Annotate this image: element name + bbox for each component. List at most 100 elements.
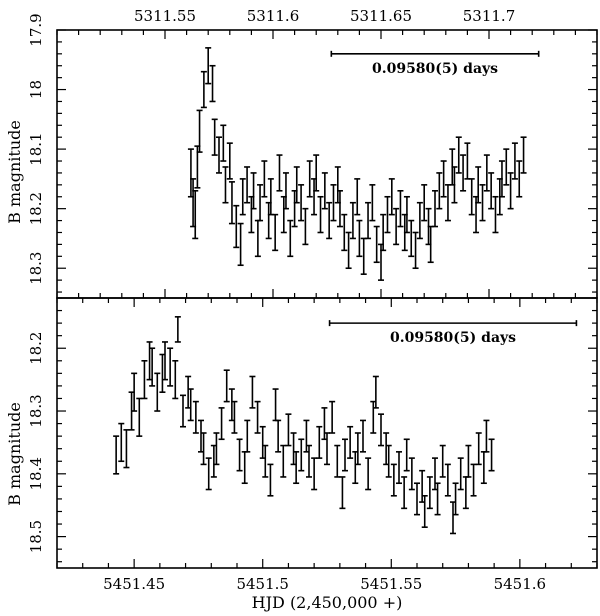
period-label: 0.09580(5) days bbox=[390, 330, 516, 346]
data-point bbox=[302, 207, 309, 246]
data-point bbox=[209, 64, 216, 103]
data-point bbox=[257, 184, 264, 222]
data-point bbox=[408, 219, 415, 258]
data-point bbox=[180, 394, 186, 428]
data-point bbox=[226, 142, 233, 180]
y-tick-label: 18.3 bbox=[27, 252, 45, 285]
data-point bbox=[131, 372, 138, 412]
period-label: 0.09580(5) days bbox=[372, 61, 498, 77]
data-point bbox=[306, 444, 312, 478]
data-point bbox=[276, 154, 283, 192]
data-point bbox=[349, 201, 356, 240]
data-point bbox=[239, 178, 246, 216]
data-point bbox=[385, 444, 392, 478]
bottom-panel: 5451.45 5451.5 5451.55 5451.6 18.2 18.3 18.4 18… bbox=[27, 297, 598, 593]
data-point bbox=[236, 438, 243, 472]
x-tick-label: 5451.55 bbox=[360, 575, 422, 593]
data-point bbox=[261, 160, 268, 198]
y-tick-label: 17.9 bbox=[27, 13, 45, 46]
data-point bbox=[167, 347, 174, 387]
data-point bbox=[211, 118, 218, 156]
data-point bbox=[492, 195, 499, 234]
data-point bbox=[347, 425, 354, 459]
data-point bbox=[172, 359, 179, 400]
data-point bbox=[345, 231, 352, 270]
plot-frame bbox=[56, 29, 598, 299]
data-point bbox=[507, 172, 514, 210]
data-point bbox=[520, 136, 527, 174]
data-point bbox=[440, 160, 447, 198]
data-point bbox=[113, 435, 120, 475]
data-point bbox=[464, 142, 471, 180]
data-point bbox=[516, 160, 523, 198]
data-point bbox=[282, 172, 289, 210]
data-point bbox=[162, 341, 168, 381]
data-point bbox=[326, 201, 333, 240]
data-point bbox=[511, 142, 518, 180]
data-point bbox=[205, 457, 212, 491]
data-point bbox=[451, 166, 458, 204]
x-tick-label: 5451.5 bbox=[236, 575, 289, 593]
data-point bbox=[244, 166, 251, 204]
data-point bbox=[414, 482, 420, 516]
data-point bbox=[220, 124, 227, 162]
y-tick-label: 18.3 bbox=[27, 394, 45, 427]
y-tick-label: 18 bbox=[27, 80, 45, 99]
data-point bbox=[479, 184, 486, 222]
data-point bbox=[228, 181, 235, 225]
data-point bbox=[457, 457, 464, 491]
data-point bbox=[475, 166, 482, 204]
data-point bbox=[250, 172, 257, 210]
data-point bbox=[354, 432, 361, 466]
data-point bbox=[313, 154, 320, 192]
data-point bbox=[174, 316, 181, 343]
data-point bbox=[254, 400, 261, 434]
data-point bbox=[342, 438, 348, 472]
x-tick-label: 5451.6 bbox=[494, 575, 547, 593]
data-point bbox=[231, 400, 238, 434]
data-point bbox=[205, 47, 212, 85]
data-point bbox=[397, 190, 404, 228]
data-point bbox=[192, 400, 199, 434]
plot-frame bbox=[56, 297, 598, 569]
x-tick-label: 5451.45 bbox=[103, 575, 165, 593]
data-point bbox=[280, 444, 287, 478]
data-point bbox=[403, 438, 410, 472]
data-point bbox=[372, 375, 379, 409]
y-tick-label: 18.5 bbox=[27, 520, 45, 553]
data-point bbox=[293, 166, 300, 204]
data-point bbox=[275, 419, 282, 453]
data-point bbox=[222, 166, 229, 204]
data-point bbox=[154, 372, 161, 412]
data-point bbox=[390, 463, 397, 497]
x-tick-label: 5311.7 bbox=[463, 7, 516, 25]
data-point bbox=[483, 419, 490, 453]
data-point bbox=[396, 451, 402, 485]
data-point bbox=[460, 154, 467, 192]
data-point bbox=[136, 397, 143, 437]
data-point bbox=[329, 400, 336, 434]
data-point bbox=[434, 482, 441, 516]
data-point bbox=[149, 347, 156, 387]
data-point bbox=[285, 413, 292, 447]
data-point bbox=[213, 432, 220, 466]
data-point bbox=[334, 444, 341, 478]
data-point bbox=[378, 413, 384, 447]
data-point bbox=[462, 476, 469, 510]
data-point bbox=[452, 482, 459, 516]
data-point bbox=[503, 148, 510, 186]
data-point bbox=[354, 178, 361, 216]
data-point bbox=[483, 154, 490, 192]
data-point bbox=[480, 451, 487, 485]
data-point bbox=[401, 476, 408, 510]
data-point bbox=[421, 184, 428, 222]
data-point bbox=[216, 136, 222, 174]
data-point bbox=[365, 201, 372, 240]
data-point bbox=[262, 444, 269, 478]
data-point bbox=[267, 463, 274, 497]
data-point bbox=[465, 444, 472, 478]
data-point bbox=[272, 388, 279, 422]
data-point bbox=[287, 219, 294, 258]
data-point bbox=[416, 201, 423, 240]
data-point bbox=[455, 136, 462, 174]
